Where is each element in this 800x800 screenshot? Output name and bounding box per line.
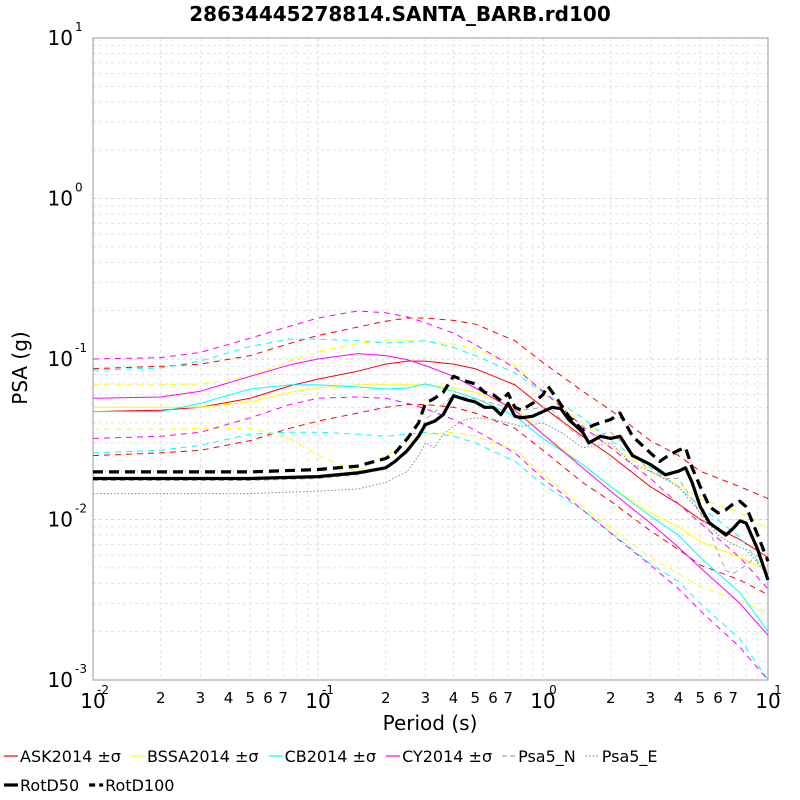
legend-item: Psa5_E xyxy=(585,747,658,767)
x-minor-tick-label: 6 xyxy=(263,689,273,707)
y-tick-label: 10 -1 xyxy=(48,341,87,371)
y-tick-base: 10 xyxy=(48,508,73,532)
legend-label: ASK2014 ±σ xyxy=(20,747,121,766)
y-tick-base: 10 xyxy=(48,347,73,371)
legend-item: Psa5_N xyxy=(502,747,576,767)
x-minor-tick-label: 6 xyxy=(488,689,498,707)
y-tick-exp: -1 xyxy=(75,341,87,355)
x-minor-tick-label: 4 xyxy=(449,689,459,707)
x-minor-tick-label: 4 xyxy=(224,689,234,707)
x-axis-label: Period (s) xyxy=(383,711,478,735)
series-line-cb2014 xyxy=(92,338,769,576)
x-minor-tick-label: 5 xyxy=(470,689,480,707)
x-minor-tick-label: 2 xyxy=(156,689,166,707)
y-tick-base: 10 xyxy=(48,187,73,211)
series-layer xyxy=(92,310,770,681)
x-tick-base: 10 xyxy=(305,689,330,713)
x-minor-tick-label: 7 xyxy=(503,689,513,707)
series-line-ask2014 xyxy=(92,317,769,500)
series-line-cy2014 xyxy=(92,396,769,681)
series-line-rotd50 xyxy=(93,394,770,581)
x-minor-tick-label: 2 xyxy=(606,689,616,707)
y-tick-exp: -3 xyxy=(75,662,87,676)
series-line-cb2014 xyxy=(92,431,769,681)
x-tick-label: 101 xyxy=(755,683,782,713)
x-minor-tick-label: 3 xyxy=(646,689,656,707)
x-tick-exp: 1 xyxy=(774,683,782,697)
y-tick-label: 10 1 xyxy=(48,20,83,50)
legend-item: RotD50 xyxy=(4,776,79,795)
series-line-ask2014 xyxy=(92,360,769,558)
x-tick-exp: 0 xyxy=(549,683,557,697)
legend-item: CB2014 ±σ xyxy=(268,747,377,766)
legend: ASK2014 ±σ BSSA2014 ±σ CB2014 ±σ CY2014 ±σ P… xyxy=(4,747,658,795)
legend-label: CY2014 ±σ xyxy=(402,747,492,766)
y-tick-exp: 0 xyxy=(75,181,83,195)
x-tick-label: 100 xyxy=(530,683,557,713)
legend-label: Psa5_N xyxy=(518,747,576,767)
legend-label: RotD100 xyxy=(105,776,174,795)
legend-item: BSSA2014 ±σ xyxy=(130,747,259,766)
y-tick-base: 10 xyxy=(48,26,73,50)
legend-item: ASK2014 ±σ xyxy=(4,747,121,766)
legend-label: BSSA2014 ±σ xyxy=(147,747,259,766)
y-tick-exp: -2 xyxy=(75,502,87,516)
y-tick-exp: 1 xyxy=(75,20,83,34)
x-minor-tick-label: 6 xyxy=(713,689,723,707)
series-line-psa5-e xyxy=(93,417,769,576)
x-minor-tick-label: 4 xyxy=(674,689,684,707)
x-tick-label: 10-1 xyxy=(305,683,334,713)
legend-label: CB2014 ±σ xyxy=(285,747,377,766)
series-line-ask2014 xyxy=(92,404,769,596)
series-line-bssa2014 xyxy=(93,427,769,614)
y-tick-label: 10 -3 xyxy=(48,662,87,692)
legend-label: Psa5_E xyxy=(602,747,658,767)
y-tick-label: 10 -2 xyxy=(48,502,87,532)
x-tick-base: 10 xyxy=(530,689,555,713)
x-tick-base: 10 xyxy=(755,689,780,713)
x-minor-tick-label: 7 xyxy=(728,689,738,707)
series-line-cy2014 xyxy=(92,310,769,590)
legend-label: RotD50 xyxy=(20,776,79,795)
x-minor-tick-label: 3 xyxy=(196,689,206,707)
x-tick-exp: -1 xyxy=(322,683,334,697)
x-minor-tick-label: 5 xyxy=(245,689,255,707)
x-tick-exp: -2 xyxy=(97,683,109,697)
x-tick-base: 10 xyxy=(80,689,105,713)
x-minor-tick-label: 3 xyxy=(421,689,431,707)
x-minor-tick-label: 2 xyxy=(381,689,391,707)
series-line-bssa2014 xyxy=(93,340,769,529)
y-axis-label: PSA (g) xyxy=(8,331,32,404)
x-minor-tick-label: 5 xyxy=(695,689,705,707)
y-tick-base: 10 xyxy=(48,668,73,692)
chart-title: 28634445278814.SANTA_BARB.rd100 xyxy=(189,2,611,26)
y-tick-label: 10 0 xyxy=(48,181,83,211)
x-tick-label: 10-2 xyxy=(80,683,109,713)
series-line-rotd100 xyxy=(93,374,770,562)
legend-item: CY2014 ±σ xyxy=(386,747,492,766)
series-line-cb2014 xyxy=(93,383,769,632)
x-minor-tick-label: 7 xyxy=(278,689,288,707)
series-line-bssa2014 xyxy=(93,384,769,572)
legend-item: RotD100 xyxy=(89,776,174,795)
